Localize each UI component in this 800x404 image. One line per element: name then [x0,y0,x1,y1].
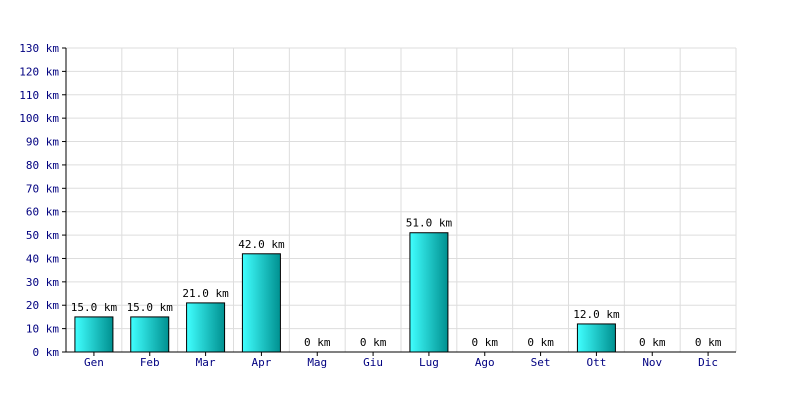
x-tick-label: Gen [84,356,104,369]
y-tick-label: 20 km [26,299,59,312]
y-tick-label: 130 km [19,42,59,55]
x-tick-label: Dic [698,356,718,369]
bar-ott [576,323,616,353]
x-tick-label: Lug [419,356,439,369]
bar-apr [241,253,281,353]
data-label-mag: 0 km [304,336,331,349]
data-label-set: 0 km [527,336,554,349]
y-tick-label: 90 km [26,136,59,149]
x-tick-label: Set [531,356,551,369]
data-label-apr: 42.0 km [238,238,285,251]
x-tick-label: Nov [642,356,662,369]
data-label-ago: 0 km [472,336,499,349]
data-label-dic: 0 km [695,336,722,349]
bar-lug [409,232,449,353]
y-tick-label: 60 km [26,206,59,219]
y-tick-label: 30 km [26,276,59,289]
bar-gen [74,316,114,353]
x-tick-label: Feb [140,356,160,369]
y-tick-label: 50 km [26,229,59,242]
data-label-gen: 15.0 km [71,301,118,314]
data-label-ott: 12.0 km [573,308,620,321]
bar-feb [130,316,170,353]
y-tick-label: 70 km [26,182,59,195]
data-label-giu: 0 km [360,336,387,349]
data-label-lug: 51.0 km [406,217,453,230]
x-tick-label: Ago [475,356,495,369]
x-tick-label: Mar [196,356,216,369]
data-label-nov: 0 km [639,336,666,349]
y-tick-label: 120 km [19,65,59,78]
y-tick-label: 110 km [19,89,59,102]
y-tick-label: 80 km [26,159,59,172]
y-tick-label: 100 km [19,112,59,125]
bar-mar [186,302,226,353]
y-tick-label: 10 km [26,323,59,336]
x-tick-label: Apr [251,356,271,369]
x-tick-label: Giu [363,356,383,369]
data-label-mar: 21.0 km [182,287,229,300]
y-tick-label: 40 km [26,252,59,265]
x-tick-label: Ott [586,356,606,369]
y-tick-label: 0 km [33,346,60,359]
grid-layer [65,47,737,353]
bars-layer [74,232,616,353]
x-tick-label: Mag [307,356,327,369]
data-label-feb: 15.0 km [127,301,174,314]
axes-layer [62,47,736,356]
labels-layer: 0 km 10 km 20 km 30 km 40 km 50 km 60 km 70 km 8… [19,42,721,369]
